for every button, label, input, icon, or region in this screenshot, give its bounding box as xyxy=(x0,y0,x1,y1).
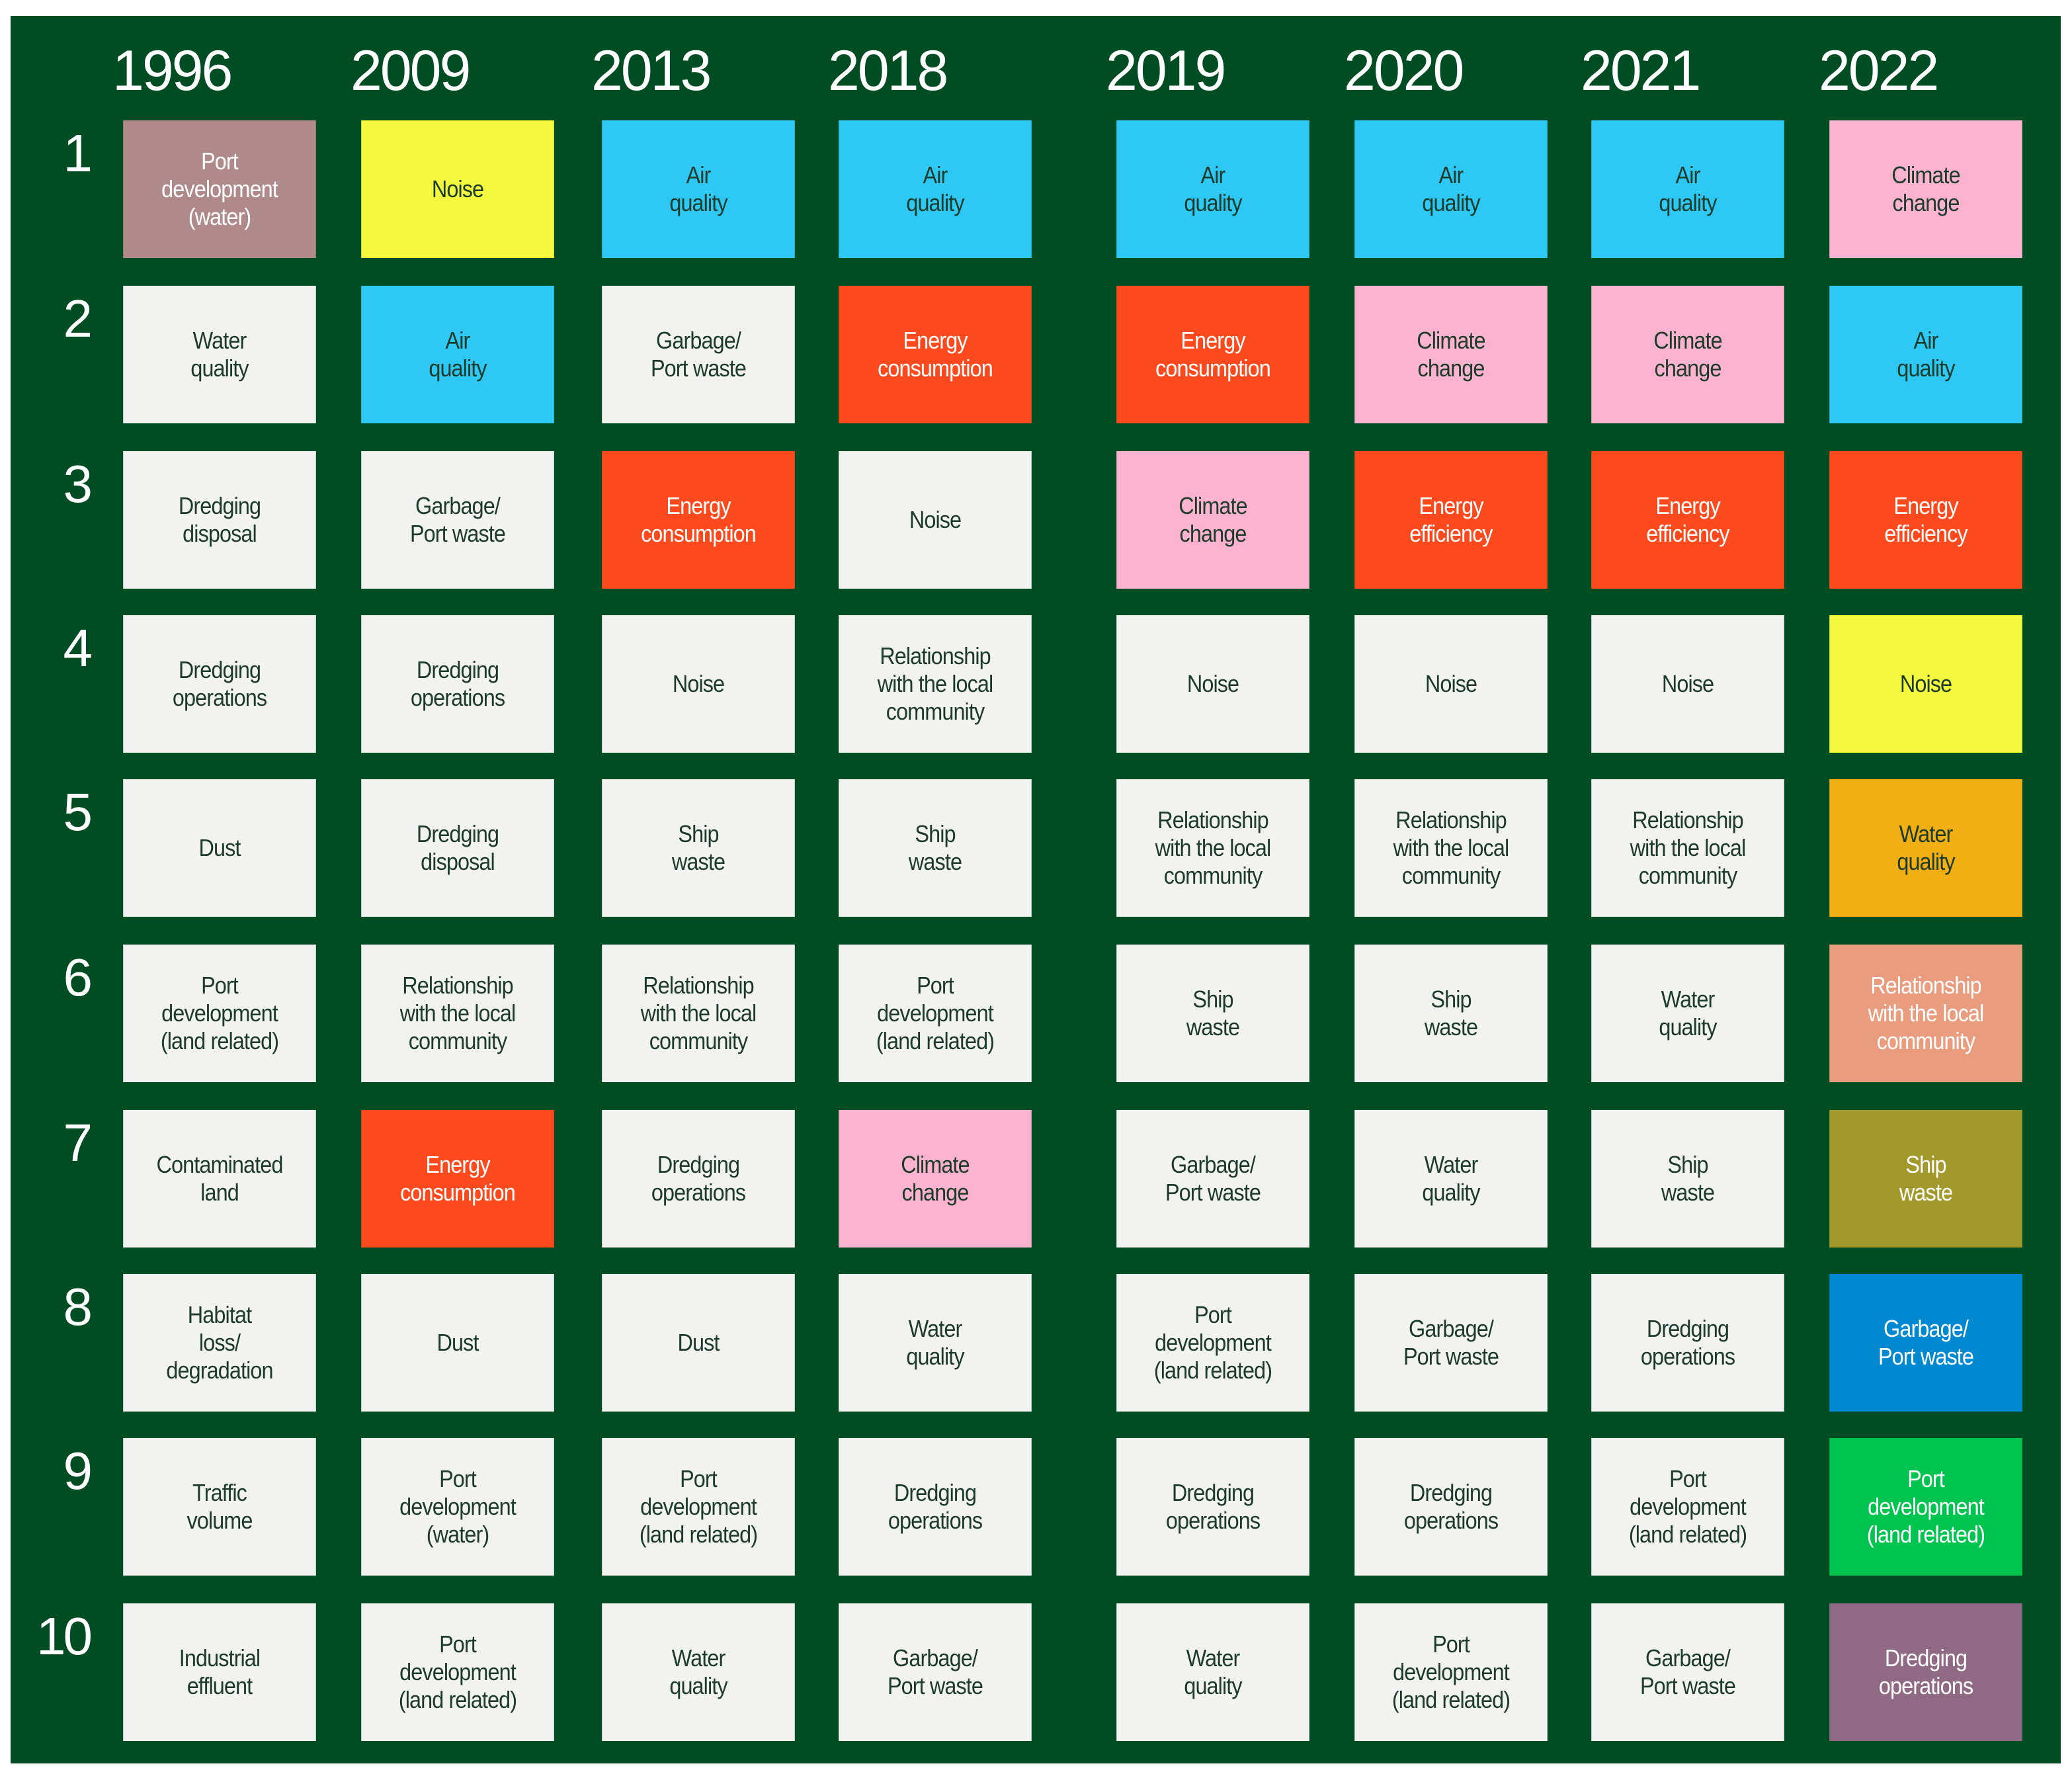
topic-cell: Water quality xyxy=(1116,1603,1309,1741)
topic-cell: Garbage/ Port waste xyxy=(361,451,554,589)
topic-cell: Noise xyxy=(1354,615,1548,753)
rank-number: 10 xyxy=(36,1607,93,1666)
topic-cell: Garbage/ Port waste xyxy=(839,1603,1032,1741)
topic-cell: Noise xyxy=(1591,615,1784,753)
topic-cell: Energy efficiency xyxy=(1829,451,2022,589)
rank-number: 8 xyxy=(63,1277,93,1336)
topic-cell: Port development (water) xyxy=(361,1438,554,1576)
year-header: 2022 xyxy=(1819,39,1939,103)
topic-cell: Dredging operations xyxy=(1591,1274,1784,1412)
topic-cell: Ship waste xyxy=(602,779,795,917)
topic-cell: Air quality xyxy=(1829,286,2022,423)
topic-cell: Traffic volume xyxy=(123,1438,316,1576)
topic-cell: Water quality xyxy=(1354,1110,1548,1248)
topic-cell: Garbage/ Port waste xyxy=(1354,1274,1548,1412)
topic-cell: Port development (land related) xyxy=(361,1603,554,1741)
topic-cell: Energy efficiency xyxy=(1354,451,1548,589)
year-header: 2021 xyxy=(1581,39,1701,103)
topic-cell: Port development (water) xyxy=(123,120,316,258)
topic-cell: Port development (land related) xyxy=(1591,1438,1784,1576)
topic-cell: Dredging operations xyxy=(839,1438,1032,1576)
topic-cell: Air quality xyxy=(839,120,1032,258)
topic-cell: Dust xyxy=(123,779,316,917)
topic-cell: Water quality xyxy=(123,286,316,423)
topic-cell: Air quality xyxy=(1116,120,1309,258)
topic-cell: Port development (land related) xyxy=(1354,1603,1548,1741)
rank-number: 2 xyxy=(63,289,93,348)
topic-cell: Energy consumption xyxy=(361,1110,554,1248)
topic-cell: Dredging disposal xyxy=(361,779,554,917)
rank-number: 5 xyxy=(63,783,93,841)
topic-cell: Garbage/ Port waste xyxy=(1116,1110,1309,1248)
topic-cell: Industrial effluent xyxy=(123,1603,316,1741)
topic-cell: Dredging operations xyxy=(1354,1438,1548,1576)
topic-cell: Dust xyxy=(602,1274,795,1412)
topic-cell: Climate change xyxy=(1354,286,1548,423)
topic-cell: Garbage/ Port waste xyxy=(1829,1274,2022,1412)
topic-cell: Energy consumption xyxy=(1116,286,1309,423)
topic-cell: Ship waste xyxy=(1591,1110,1784,1248)
topic-cell: Water quality xyxy=(602,1603,795,1741)
topic-cell: Energy consumption xyxy=(839,286,1032,423)
topic-cell: Climate change xyxy=(1829,120,2022,258)
rank-number: 4 xyxy=(63,618,93,677)
topic-cell: Noise xyxy=(1116,615,1309,753)
rank-number: 6 xyxy=(63,948,93,1007)
topic-cell: Garbage/ Port waste xyxy=(602,286,795,423)
topic-cell: Relationship with the local community xyxy=(602,945,795,1082)
rank-number: 9 xyxy=(63,1441,93,1500)
rank-number: 3 xyxy=(63,454,93,513)
topic-cell: Air quality xyxy=(1354,120,1548,258)
topic-cell: Relationship with the local community xyxy=(361,945,554,1082)
topic-cell: Relationship with the local community xyxy=(839,615,1032,753)
topic-cell: Port development (land related) xyxy=(839,945,1032,1082)
year-header: 2009 xyxy=(351,39,471,103)
topic-cell: Port development (land related) xyxy=(123,945,316,1082)
topic-cell: Ship waste xyxy=(839,779,1032,917)
topic-cell: Dust xyxy=(361,1274,554,1412)
topic-cell: Climate change xyxy=(839,1110,1032,1248)
topic-cell: Air quality xyxy=(361,286,554,423)
topic-cell: Relationship with the local community xyxy=(1116,779,1309,917)
topic-cell: Energy consumption xyxy=(602,451,795,589)
year-header: 2013 xyxy=(591,39,712,103)
rank-number: 7 xyxy=(63,1113,93,1172)
topic-cell: Noise xyxy=(361,120,554,258)
topic-cell: Port development (land related) xyxy=(602,1438,795,1576)
topic-cell: Contaminated land xyxy=(123,1110,316,1248)
topic-cell: Garbage/ Port waste xyxy=(1591,1603,1784,1741)
rank-number: 1 xyxy=(63,124,93,183)
topic-cell: Ship waste xyxy=(1829,1110,2022,1248)
topic-cell: Energy efficiency xyxy=(1591,451,1784,589)
topic-cell: Habitat loss/ degradation xyxy=(123,1274,316,1412)
topic-cell: Air quality xyxy=(602,120,795,258)
year-header: 2020 xyxy=(1344,39,1464,103)
topic-cell: Air quality xyxy=(1591,120,1784,258)
year-header: 2019 xyxy=(1106,39,1226,103)
topic-cell: Noise xyxy=(1829,615,2022,753)
topic-cell: Port development (land related) xyxy=(1116,1274,1309,1412)
topic-cell: Dredging disposal xyxy=(123,451,316,589)
topic-cell: Relationship with the local community xyxy=(1354,779,1548,917)
topic-cell: Water quality xyxy=(839,1274,1032,1412)
topic-cell: Port development (land related) xyxy=(1829,1438,2022,1576)
topic-cell: Climate change xyxy=(1591,286,1784,423)
topic-cell: Climate change xyxy=(1116,451,1309,589)
year-header: 2018 xyxy=(828,39,948,103)
topic-cell: Dredging operations xyxy=(361,615,554,753)
topic-cell: Ship waste xyxy=(1354,945,1548,1082)
topic-cell: Dredging operations xyxy=(1829,1603,2022,1741)
topic-cell: Dredging operations xyxy=(602,1110,795,1248)
topic-cell: Ship waste xyxy=(1116,945,1309,1082)
topic-cell: Noise xyxy=(839,451,1032,589)
topic-cell: Water quality xyxy=(1829,779,2022,917)
topic-cell: Relationship with the local community xyxy=(1829,945,2022,1082)
topic-cell: Dredging operations xyxy=(123,615,316,753)
topic-cell: Dredging operations xyxy=(1116,1438,1309,1576)
year-header: 1996 xyxy=(112,39,233,103)
topic-cell: Noise xyxy=(602,615,795,753)
ranking-board: 1996 2009 2013 2018 2019 2020 2021 2022 1 2 3 4 5 6 7 8… xyxy=(11,16,2061,1763)
topic-cell: Water quality xyxy=(1591,945,1784,1082)
topic-cell: Relationship with the local community xyxy=(1591,779,1784,917)
